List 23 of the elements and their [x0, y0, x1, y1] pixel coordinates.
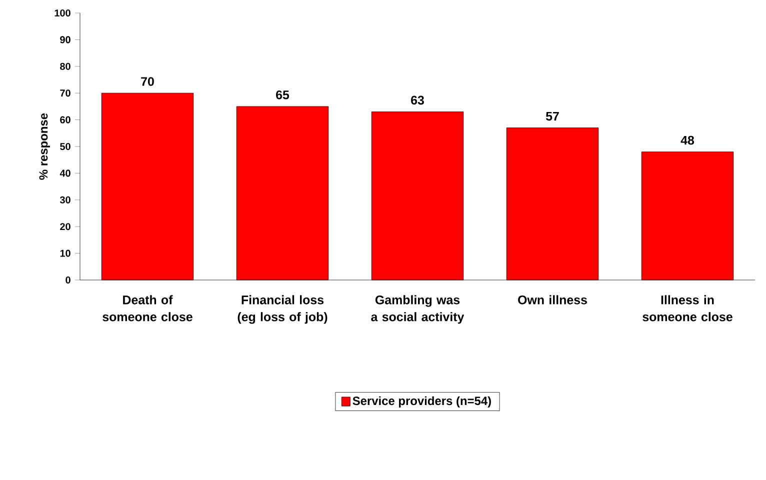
y-tick-label: 10: [60, 250, 70, 257]
data-label: 48: [680, 136, 694, 145]
legend-label: Service providers (n=54): [352, 396, 491, 408]
y-tick-label: 100: [54, 9, 70, 17]
data-label: 63: [411, 96, 424, 105]
x-tick-label: Death of someone close: [102, 295, 192, 322]
data-label: 70: [141, 77, 154, 86]
x-tick-label: Illness in someone close: [642, 295, 732, 322]
data-label: 57: [546, 112, 559, 121]
y-axis-title: % response: [39, 113, 50, 180]
y-tick-label: 90: [60, 36, 70, 44]
y-tick-label: 30: [60, 196, 70, 204]
y-tick-label: 50: [60, 142, 70, 150]
x-tick-label: Financial loss (eg loss of job): [238, 295, 328, 324]
y-tick-label: 80: [60, 62, 70, 70]
x-tick-label: Own illness: [518, 295, 587, 304]
data-label: 65: [276, 90, 290, 100]
x-tick-label: Gambling was a social activity: [371, 295, 464, 324]
y-tick-label: 20: [60, 223, 70, 230]
y-tick-label: 70: [60, 90, 70, 97]
y-tick-label: 0: [66, 276, 70, 284]
y-tick-label: 60: [60, 116, 70, 124]
y-tick-label: 40: [60, 170, 70, 177]
